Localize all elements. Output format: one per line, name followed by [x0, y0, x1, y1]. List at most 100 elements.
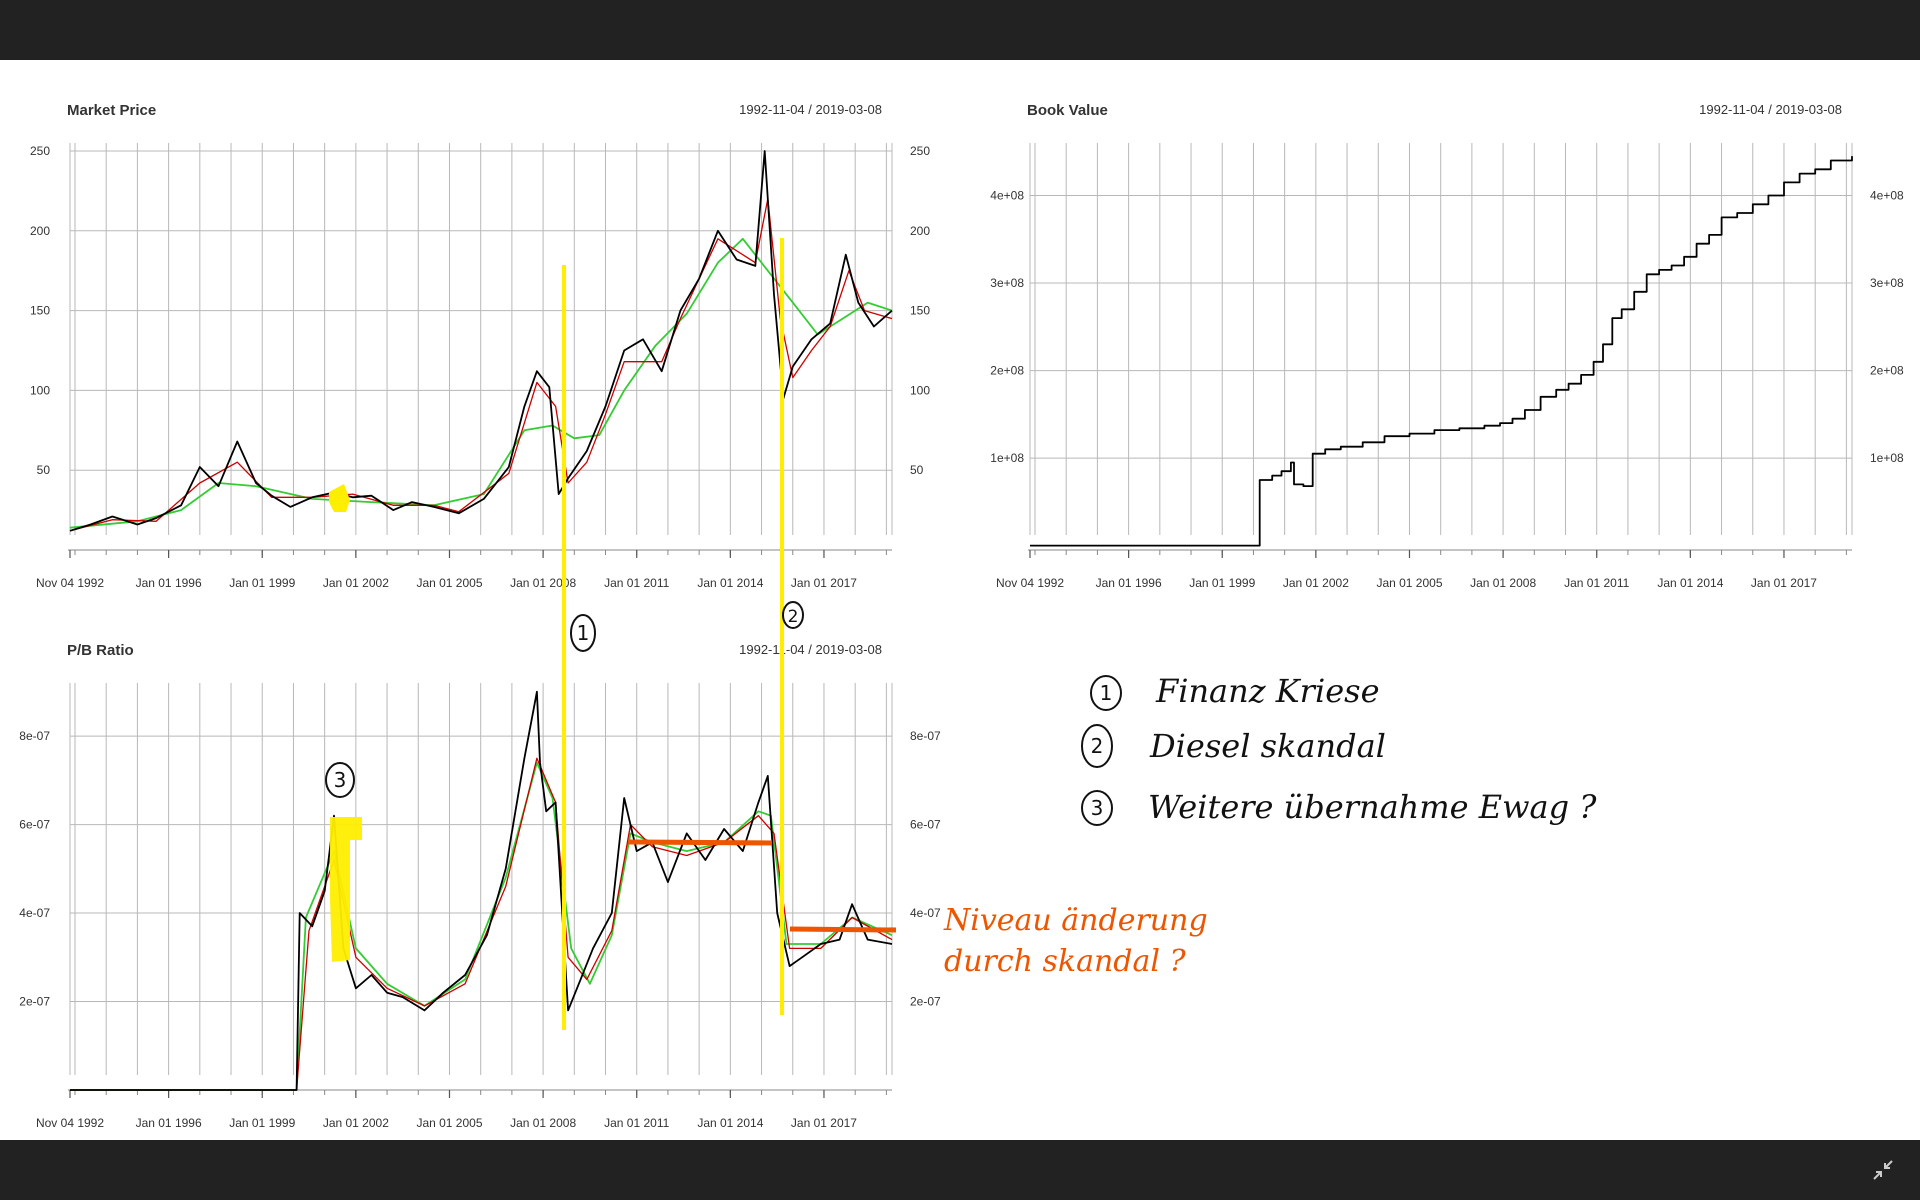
chart-market-price: Market Price 1992-11-04 / 2019-03-08 50 5…: [30, 102, 930, 590]
svg-text:3: 3: [334, 768, 347, 792]
y-tick-label-left: 2e-07: [19, 995, 50, 1009]
y-tick-label-left: 4e+08: [990, 189, 1024, 203]
series-line-price: [1030, 156, 1853, 547]
level-line-after: [789, 926, 897, 933]
legend-item-3: 3 Weitere übernahme Ewag ?: [1081, 788, 1597, 826]
x-tick-label: Jan 01 2017: [791, 576, 857, 590]
top-toolbar: [0, 0, 1920, 60]
x-tick-label: Jan 01 1999: [1189, 576, 1255, 590]
series-line-ma_long: [70, 761, 893, 1091]
date-range-pb-ratio: 1992-11-04 / 2019-03-08: [739, 642, 882, 657]
svg-text:durch skandal ?: durch skandal ?: [944, 944, 1187, 979]
series-line-ma_long: [69, 237, 893, 529]
x-tick-label: Jan 01 1996: [136, 1116, 202, 1130]
x-tick-label: Jan 01 2005: [1376, 576, 1442, 590]
x-tick-label: Jan 01 1999: [229, 576, 295, 590]
series-market-price: [69, 150, 893, 532]
y-tick-label-right: 100: [910, 383, 930, 397]
x-tick-label: Jan 01 2002: [1283, 576, 1349, 590]
axis-pb-ratio: 2e-07 2e-07 4e-07 4e-07 6e-07 6e-07 8e-07 8e-07…: [19, 729, 941, 1130]
chart-title-market-price: Market Price: [67, 102, 156, 119]
svg-text:2: 2: [1091, 734, 1104, 758]
x-tick-label: Jan 01 2002: [323, 576, 389, 590]
series-book-value: [1030, 156, 1853, 547]
y-tick-label-right: 4e+08: [1870, 189, 1904, 203]
x-tick-label: Jan 01 2008: [510, 576, 576, 590]
grid-book-value: [1029, 143, 1853, 535]
level-line-before: [627, 839, 773, 846]
y-tick-label-left: 100: [30, 383, 50, 397]
y-tick-label-right: 250: [910, 144, 930, 158]
svg-text:3: 3: [1091, 796, 1104, 820]
y-tick-label-right: 3e+08: [1870, 276, 1904, 290]
svg-text:1: 1: [577, 621, 590, 645]
handwritten-annotations: 1 2 3 1 Finanz Kriese 2 Diesel skandal: [325, 238, 1597, 1030]
side-note: Niveau änderung durch skandal ?: [943, 903, 1208, 979]
y-tick-label-right: 150: [910, 304, 930, 318]
x-tick-label: Nov 04 1992: [996, 576, 1064, 590]
y-tick-label-left: 2e+08: [990, 364, 1024, 378]
bottom-toolbar: [0, 1140, 1920, 1200]
y-tick-label-right: 6e-07: [910, 818, 941, 832]
x-tick-label: Jan 01 2011: [1564, 576, 1629, 590]
y-tick-label-right: 8e-07: [910, 729, 941, 743]
series-line-ma_short: [70, 757, 893, 1091]
y-tick-label-left: 50: [37, 463, 51, 477]
y-tick-label-left: 250: [30, 144, 50, 158]
x-tick-label: Nov 04 1992: [36, 576, 104, 590]
x-tick-label: Jan 01 2017: [1751, 576, 1817, 590]
circled-marker-1: 1: [570, 614, 596, 652]
series-pb-ratio: [70, 690, 893, 1091]
svg-text:Diesel skandal: Diesel skandal: [1149, 727, 1386, 765]
legend-item-2: 2 Diesel skandal: [1081, 724, 1386, 768]
circled-marker-3: 3: [325, 762, 355, 798]
chart-pb-ratio: P/B Ratio 1992-11-04 / 2019-03-08 2e-07 2…: [19, 642, 941, 1130]
x-tick-label: Jan 01 2017: [791, 1116, 857, 1130]
x-tick-label: Jan 01 2005: [416, 576, 482, 590]
x-tick-label: Jan 01 2011: [604, 1116, 669, 1130]
y-tick-label-left: 8e-07: [19, 729, 50, 743]
y-tick-label-right: 4e-07: [910, 906, 941, 920]
highlight-blob-pb: [330, 817, 362, 962]
y-tick-label-left: 1e+08: [990, 451, 1024, 465]
chart-title-book-value: Book Value: [1027, 102, 1108, 119]
chart-book-value: Book Value 1992-11-04 / 2019-03-08 1e+08…: [990, 102, 1904, 590]
y-tick-label-left: 3e+08: [990, 276, 1024, 290]
series-line-price: [69, 150, 893, 532]
y-tick-label-right: 2e-07: [910, 995, 941, 1009]
y-tick-label-right: 1e+08: [1870, 451, 1904, 465]
x-tick-label: Jan 01 2008: [1470, 576, 1536, 590]
svg-text:1: 1: [1100, 681, 1113, 705]
x-tick-label: Jan 01 1996: [136, 576, 202, 590]
chart-title-pb-ratio: P/B Ratio: [67, 642, 134, 659]
date-range-market-price: 1992-11-04 / 2019-03-08: [739, 102, 882, 117]
x-tick-label: Jan 01 2014: [697, 1116, 763, 1130]
y-tick-label-left: 4e-07: [19, 906, 50, 920]
y-tick-label-right: 50: [910, 463, 924, 477]
svg-text:Finanz Kriese: Finanz Kriese: [1155, 672, 1380, 710]
svg-text:Niveau änderung: Niveau änderung: [943, 903, 1208, 938]
axis-market-price: 50 50 100 100 150 150 200 200 250 250 Nov 04 1992 J…: [30, 144, 930, 590]
x-tick-label: Jan 01 1996: [1096, 576, 1162, 590]
x-tick-label: Jan 01 1999: [229, 1116, 295, 1130]
x-tick-label: Jan 01 2008: [510, 1116, 576, 1130]
legend-item-1: 1 Finanz Kriese: [1090, 672, 1380, 711]
y-tick-label-left: 6e-07: [19, 818, 50, 832]
series-line-price: [70, 690, 893, 1091]
y-tick-label-left: 150: [30, 304, 50, 318]
collapse-arrows-icon[interactable]: [1870, 1157, 1896, 1183]
x-tick-label: Jan 01 2005: [416, 1116, 482, 1130]
svg-text:2: 2: [788, 607, 799, 627]
grid-market-price: [69, 143, 893, 535]
collapse-arrows-icon-glyph: [1873, 1160, 1893, 1180]
y-tick-label-right: 2e+08: [1870, 364, 1904, 378]
circled-marker-2: 2: [782, 601, 804, 629]
y-tick-label-right: 200: [910, 224, 930, 238]
grid-pb-ratio: [69, 683, 893, 1075]
highlight-blob-market: [329, 484, 350, 512]
date-range-book-value: 1992-11-04 / 2019-03-08: [1699, 102, 1842, 117]
x-tick-label: Jan 01 2002: [323, 1116, 389, 1130]
x-tick-label: Nov 04 1992: [36, 1116, 104, 1130]
annotation-legend: 1 Finanz Kriese 2 Diesel skandal 3 Weite…: [1081, 672, 1597, 826]
